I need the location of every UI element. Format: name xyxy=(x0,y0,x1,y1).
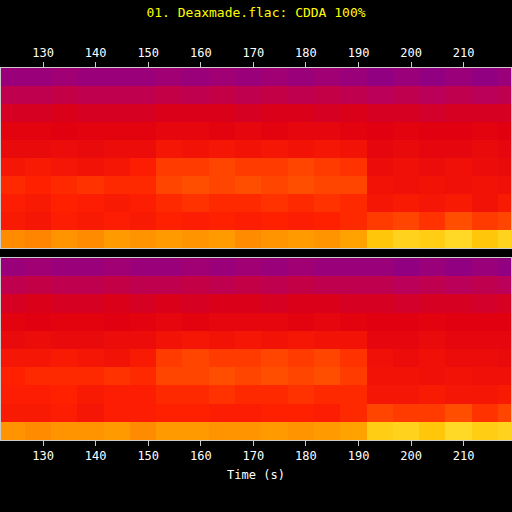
svg-text:170: 170 xyxy=(243,449,265,463)
svg-text:160: 160 xyxy=(190,46,212,60)
svg-text:180: 180 xyxy=(295,449,317,463)
svg-text:Time (s): Time (s) xyxy=(227,468,285,482)
svg-text:180: 180 xyxy=(295,46,317,60)
svg-text:130: 130 xyxy=(32,46,54,60)
svg-text:170: 170 xyxy=(243,46,265,60)
svg-text:150: 150 xyxy=(137,449,159,463)
svg-text:150: 150 xyxy=(137,46,159,60)
svg-text:200: 200 xyxy=(400,46,422,60)
svg-text:210: 210 xyxy=(453,46,475,60)
svg-text:190: 190 xyxy=(348,449,370,463)
svg-text:190: 190 xyxy=(348,46,370,60)
svg-text:130: 130 xyxy=(32,449,54,463)
svg-text:200: 200 xyxy=(400,449,422,463)
svg-text:210: 210 xyxy=(453,449,475,463)
svg-text:140: 140 xyxy=(85,449,107,463)
svg-text:01. Deaxmade.flac: CDDA 100%: 01. Deaxmade.flac: CDDA 100% xyxy=(146,5,365,20)
svg-text:140: 140 xyxy=(85,46,107,60)
svg-text:160: 160 xyxy=(190,449,212,463)
